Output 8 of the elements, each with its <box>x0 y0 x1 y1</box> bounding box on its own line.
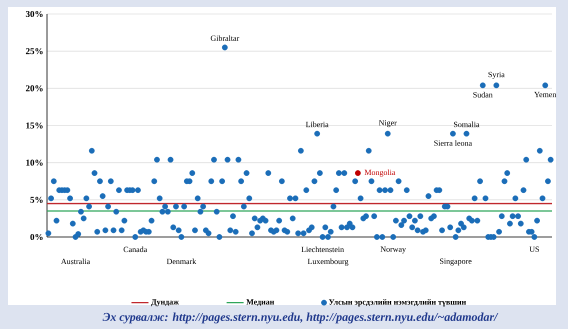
y-tick-label: 25% <box>26 48 43 54</box>
y-tick-label: 15% <box>26 122 43 129</box>
y-tick-label: 5% <box>30 196 43 203</box>
y-tick-label: 0% <box>30 234 43 240</box>
text: Эх сурвалж: http://pages.stern.nyu.edu, http://pages.stern.nyu.edu/~adamodar/ <box>102 312 498 324</box>
y-tick-label: 20% <box>26 85 43 92</box>
y-tick-label: 30% <box>26 10 43 18</box>
y-tick-label: 10% <box>26 160 43 166</box>
